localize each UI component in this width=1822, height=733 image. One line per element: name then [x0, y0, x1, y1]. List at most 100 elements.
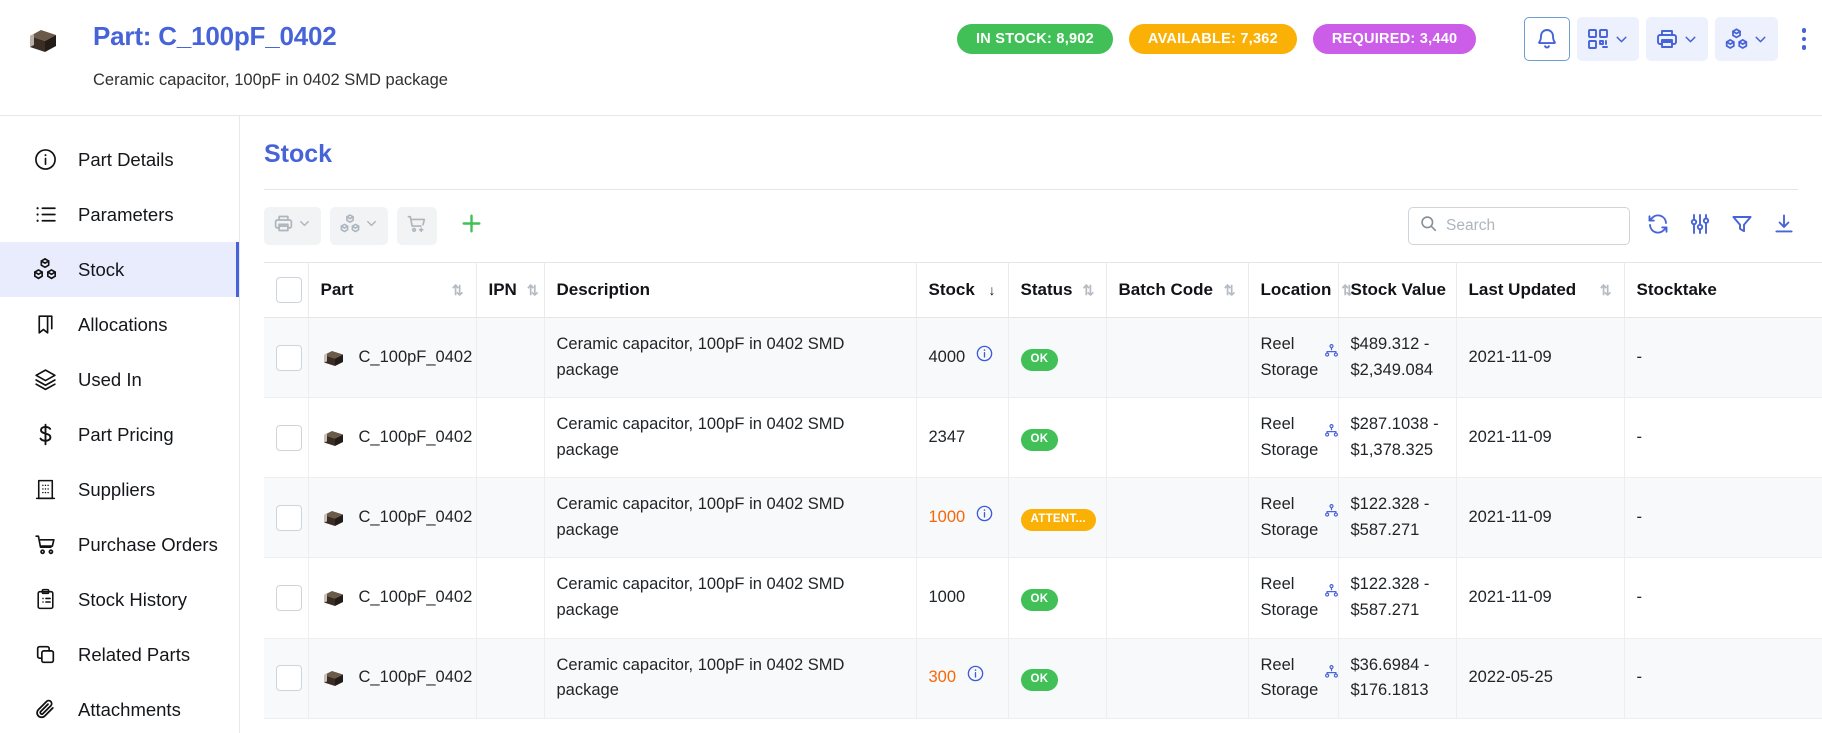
- stock-info-icon[interactable]: [975, 344, 994, 372]
- sort-indicator-icon: ↓: [988, 282, 996, 298]
- sidebar-item-parameters[interactable]: Parameters: [0, 187, 239, 242]
- location-tree-icon[interactable]: [1324, 492, 1339, 527]
- th-label: Status: [1020, 280, 1073, 299]
- th-batch-code[interactable]: Batch Code ⇅: [1106, 262, 1249, 318]
- sidebar-item-stock[interactable]: Stock: [0, 242, 239, 297]
- search-input[interactable]: [1446, 217, 1619, 235]
- print-actions-button[interactable]: [1646, 17, 1708, 61]
- sidebar-item-part-pricing[interactable]: Part Pricing: [0, 407, 239, 462]
- table-row[interactable]: C_100pF_0402 Ceramic capacitor, 100pF in …: [264, 397, 1822, 479]
- search-box[interactable]: [1408, 207, 1630, 245]
- th-label: IPN: [488, 280, 517, 299]
- th-last-updated[interactable]: Last Updated ⇅: [1456, 262, 1625, 318]
- cell-status: OK: [1008, 557, 1107, 639]
- th-label: Stocktake: [1636, 280, 1717, 299]
- stock-table: Part ⇅ IPN ⇅ Description Stock ↓: [264, 262, 1822, 719]
- row-checkbox[interactable]: [276, 584, 302, 611]
- location-link[interactable]: Reel Storage: [1260, 575, 1319, 619]
- cell-stocktake: -: [1624, 477, 1822, 559]
- download-button[interactable]: [1770, 212, 1798, 240]
- status-badge: OK: [1020, 669, 1059, 692]
- part-link[interactable]: C_100pF_0402: [358, 427, 473, 446]
- sidebar-item-label: Part Details: [78, 148, 174, 170]
- th-location[interactable]: Location ⇅: [1248, 262, 1353, 318]
- th-status[interactable]: Status ⇅: [1008, 262, 1107, 318]
- cell-status: OK: [1008, 317, 1107, 399]
- sidebar-item-stock-history[interactable]: Stock History: [0, 572, 239, 627]
- row-select-cell: [264, 557, 309, 639]
- th-part[interactable]: Part ⇅: [308, 262, 477, 318]
- location-tree-icon[interactable]: [1324, 332, 1339, 367]
- th-label: Last Updated: [1468, 280, 1577, 299]
- sidebar-item-purchase-orders[interactable]: Purchase Orders: [0, 517, 239, 572]
- table-header-row: Part ⇅ IPN ⇅ Description Stock ↓: [264, 262, 1822, 318]
- location-tree-icon[interactable]: [1324, 653, 1339, 688]
- stock-info-icon[interactable]: [975, 504, 994, 532]
- stock-operations-button[interactable]: [330, 207, 388, 245]
- cell-stocktake: -: [1624, 397, 1822, 479]
- row-checkbox[interactable]: [276, 424, 302, 451]
- layers-icon: [32, 367, 58, 393]
- sidebar-item-used-in[interactable]: Used In: [0, 352, 239, 407]
- table-row[interactable]: C_100pF_0402 Ceramic capacitor, 100pF in …: [264, 317, 1822, 399]
- barcode-actions-button[interactable]: [1577, 17, 1639, 61]
- cell-description: Ceramic capacitor, 100pF in 0402 SMD pac…: [544, 557, 917, 639]
- select-all-checkbox[interactable]: [276, 277, 302, 303]
- location-link[interactable]: Reel Storage: [1260, 335, 1319, 379]
- stock-actions-button[interactable]: [1715, 17, 1778, 61]
- table-options-button[interactable]: [1686, 212, 1714, 240]
- row-checkbox[interactable]: [276, 344, 302, 371]
- boxes-icon: [32, 257, 58, 283]
- cart-icon: [32, 532, 58, 558]
- part-link[interactable]: C_100pF_0402: [358, 508, 473, 527]
- sidebar-item-attachments[interactable]: Attachments: [0, 682, 239, 733]
- row-checkbox[interactable]: [276, 504, 302, 531]
- th-label: Location: [1260, 280, 1332, 299]
- table-head: Part ⇅ IPN ⇅ Description Stock ↓: [264, 262, 1822, 318]
- notifications-button[interactable]: [1524, 17, 1570, 61]
- chevron-down-icon: [364, 216, 379, 236]
- cell-stock: 2347: [916, 397, 1009, 479]
- table-row[interactable]: C_100pF_0402 Ceramic capacitor, 100pF in …: [264, 477, 1822, 559]
- part-link[interactable]: C_100pF_0402: [358, 668, 473, 687]
- refresh-icon: [1646, 212, 1670, 241]
- table-row[interactable]: C_100pF_0402 Ceramic capacitor, 100pF in …: [264, 638, 1822, 719]
- part-link[interactable]: C_100pF_0402: [358, 588, 473, 607]
- stock-quantity: 1000: [928, 508, 966, 527]
- filter-button[interactable]: [1728, 212, 1756, 240]
- refresh-button[interactable]: [1644, 212, 1672, 240]
- sidebar-item-suppliers[interactable]: Suppliers: [0, 462, 239, 517]
- cell-part: C_100pF_0402: [308, 477, 477, 559]
- th-ipn[interactable]: IPN ⇅: [476, 262, 545, 318]
- th-stock[interactable]: Stock ↓: [916, 262, 1009, 318]
- order-stock-button[interactable]: [397, 207, 437, 245]
- sidebar-item-related-parts[interactable]: Related Parts: [0, 627, 239, 682]
- kebab-menu-icon[interactable]: [1791, 17, 1817, 61]
- cell-batch-code: [1106, 397, 1249, 479]
- stock-table-container: Part ⇅ IPN ⇅ Description Stock ↓: [264, 262, 1822, 719]
- table-row[interactable]: C_100pF_0402 Ceramic capacitor, 100pF in …: [264, 557, 1822, 639]
- cell-location: Reel Storage: [1248, 317, 1339, 399]
- location-link[interactable]: Reel Storage: [1260, 495, 1319, 539]
- location-tree-icon[interactable]: [1324, 572, 1339, 607]
- cell-batch-code: [1106, 477, 1249, 559]
- part-thumbnail-icon: [321, 667, 347, 689]
- add-stock-item-button[interactable]: [452, 207, 490, 245]
- print-label-button[interactable]: [264, 207, 321, 245]
- th-stock-value: Stock Value: [1338, 262, 1457, 318]
- cell-description: Ceramic capacitor, 100pF in 0402 SMD pac…: [544, 317, 917, 399]
- sidebar-item-label: Suppliers: [78, 478, 156, 500]
- filter-icon: [1730, 212, 1754, 241]
- location-tree-icon[interactable]: [1324, 412, 1339, 447]
- location-link[interactable]: Reel Storage: [1260, 415, 1319, 459]
- sidebar-item-part-details[interactable]: Part Details: [0, 132, 239, 187]
- row-checkbox[interactable]: [276, 665, 302, 692]
- location-link[interactable]: Reel Storage: [1260, 655, 1319, 700]
- chevron-down-icon: [1682, 31, 1699, 48]
- printer-icon: [1655, 27, 1679, 51]
- sidebar-item-allocations[interactable]: Allocations: [0, 297, 239, 352]
- stock-info-icon[interactable]: [966, 664, 985, 692]
- cell-location: Reel Storage: [1248, 638, 1339, 719]
- part-link[interactable]: C_100pF_0402: [358, 347, 473, 366]
- stock-quantity: 300: [928, 668, 957, 687]
